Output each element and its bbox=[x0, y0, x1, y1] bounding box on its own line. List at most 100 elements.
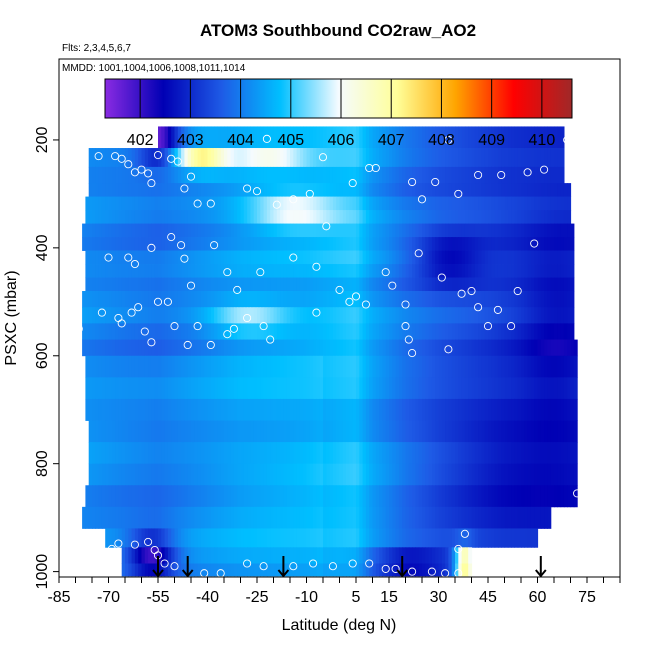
heatmap-cell bbox=[85, 355, 90, 378]
heatmap-cell bbox=[144, 223, 149, 238]
heatmap-cell bbox=[431, 210, 436, 224]
heatmap-cell bbox=[418, 250, 423, 265]
heatmap-cell bbox=[362, 323, 367, 340]
heatmap-cell bbox=[547, 183, 552, 197]
heatmap-cell bbox=[451, 355, 456, 378]
heatmap-cell bbox=[283, 210, 288, 224]
heatmap-cell bbox=[491, 463, 496, 486]
heatmap-cell bbox=[177, 250, 182, 265]
heatmap-cell bbox=[534, 377, 539, 400]
heatmap-cell bbox=[563, 277, 568, 292]
heatmap-cell bbox=[392, 339, 397, 357]
heatmap-cell bbox=[257, 563, 261, 577]
heatmap-cell bbox=[488, 323, 492, 340]
heatmap-cell bbox=[550, 291, 555, 308]
heatmap-cell bbox=[108, 166, 113, 184]
heatmap-cell bbox=[283, 547, 288, 564]
heatmap-cell bbox=[204, 223, 209, 238]
heatmap-cell bbox=[184, 398, 189, 421]
heatmap-cell bbox=[567, 210, 572, 224]
heatmap-cell bbox=[243, 210, 248, 224]
colorbar-tick-label: 402 bbox=[127, 132, 154, 149]
heatmap-cell bbox=[468, 398, 473, 421]
heatmap-cell bbox=[187, 223, 192, 238]
heatmap-cell bbox=[154, 547, 159, 564]
heatmap-cell bbox=[85, 485, 90, 508]
heatmap-cell bbox=[174, 148, 179, 168]
y-tick-label: 1000 bbox=[34, 554, 51, 590]
heatmap-cell bbox=[134, 485, 139, 508]
heatmap-cell bbox=[293, 420, 298, 443]
heatmap-cell bbox=[418, 506, 423, 529]
heatmap-cell bbox=[349, 442, 354, 465]
heatmap-cell bbox=[237, 196, 242, 211]
heatmap-cell bbox=[491, 377, 496, 400]
heatmap-cell bbox=[217, 547, 222, 564]
heatmap-cell bbox=[352, 126, 357, 149]
heatmap-cell bbox=[554, 398, 558, 421]
heatmap-cell bbox=[240, 398, 245, 421]
heatmap-cell bbox=[194, 463, 199, 486]
heatmap-cell bbox=[332, 291, 337, 308]
heatmap-cell bbox=[319, 528, 324, 548]
heatmap-cell bbox=[240, 506, 245, 529]
heatmap-cell bbox=[504, 355, 509, 378]
heatmap-cell bbox=[372, 196, 377, 211]
heatmap-cell bbox=[85, 307, 90, 324]
heatmap-cell bbox=[118, 355, 123, 378]
heatmap-cell bbox=[491, 528, 496, 548]
heatmap-cell bbox=[379, 485, 383, 508]
heatmap-cell bbox=[177, 547, 182, 564]
heatmap-cell bbox=[230, 237, 235, 251]
heatmap-cell bbox=[154, 442, 159, 465]
heatmap-cell bbox=[286, 323, 291, 340]
heatmap-cell bbox=[425, 183, 430, 197]
heatmap-cell bbox=[151, 307, 156, 324]
heatmap-cell bbox=[253, 307, 258, 324]
heatmap-cell bbox=[356, 237, 360, 251]
heatmap-cell bbox=[273, 210, 278, 224]
heatmap-cell bbox=[329, 420, 334, 443]
heatmap-cell bbox=[154, 237, 159, 251]
heatmap-cell bbox=[92, 250, 96, 265]
heatmap-cell bbox=[392, 506, 397, 529]
heatmap-cell bbox=[85, 196, 90, 211]
heatmap-cell bbox=[342, 166, 347, 184]
heatmap-cell bbox=[547, 485, 552, 508]
heatmap-cell bbox=[428, 442, 433, 465]
heatmap-cell bbox=[177, 528, 182, 548]
heatmap-cell bbox=[306, 485, 311, 508]
heatmap-cell bbox=[293, 355, 298, 378]
heatmap-cell bbox=[200, 339, 205, 357]
heatmap-cell bbox=[92, 277, 96, 292]
heatmap-cell bbox=[204, 506, 209, 529]
heatmap-cell bbox=[511, 420, 515, 443]
heatmap-cell bbox=[184, 528, 189, 548]
heatmap-cell bbox=[474, 442, 479, 465]
heatmap-cell bbox=[319, 506, 324, 529]
heatmap-cell bbox=[356, 339, 360, 357]
heatmap-cell bbox=[227, 547, 232, 564]
heatmap-cell bbox=[118, 398, 123, 421]
heatmap-cell bbox=[570, 420, 575, 443]
heatmap-cell bbox=[144, 264, 149, 278]
heatmap-cell bbox=[148, 237, 152, 251]
heatmap-cell bbox=[280, 277, 284, 292]
heatmap-cell bbox=[210, 183, 215, 197]
heatmap-cell bbox=[438, 210, 443, 224]
heatmap-cell bbox=[382, 355, 387, 378]
heatmap-cell bbox=[389, 398, 393, 421]
heatmap-cell bbox=[200, 264, 205, 278]
heatmap-cell bbox=[181, 237, 185, 251]
heatmap-cell bbox=[517, 223, 522, 238]
heatmap-cell bbox=[101, 398, 106, 421]
heatmap-cell bbox=[527, 442, 532, 465]
heatmap-cell bbox=[346, 166, 350, 184]
heatmap-cell bbox=[375, 355, 380, 378]
heatmap-cell bbox=[250, 196, 255, 211]
heatmap-cell bbox=[422, 323, 426, 340]
sample-point bbox=[483, 322, 493, 331]
heatmap-cell bbox=[306, 339, 311, 357]
heatmap-cell bbox=[313, 277, 317, 292]
heatmap-cell bbox=[125, 237, 129, 251]
